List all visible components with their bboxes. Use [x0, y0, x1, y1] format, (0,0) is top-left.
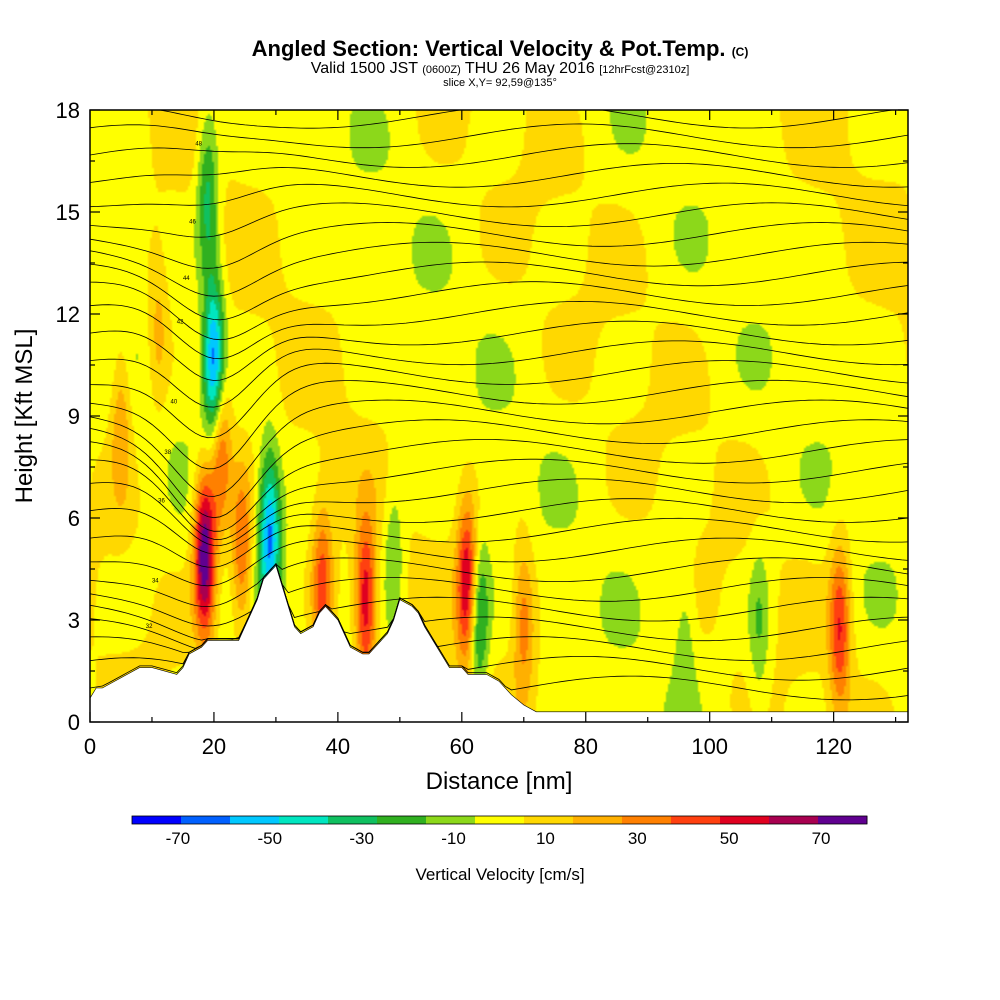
x-tick-label: 40 — [326, 734, 350, 759]
theta-contour — [90, 300, 908, 360]
colorbar-tick-label: -30 — [349, 829, 374, 848]
x-tick-label: 100 — [691, 734, 728, 759]
colorbar-swatch — [230, 816, 280, 824]
theta-contour — [90, 563, 908, 641]
vertical-velocity-field — [90, 110, 908, 722]
colorbar-swatch — [181, 816, 231, 824]
theta-contour-label: 46 — [189, 220, 196, 226]
y-axis-label: Height [Kft MSL] — [11, 329, 38, 504]
terrain-mask — [89, 565, 909, 723]
theta-contour — [90, 399, 908, 497]
colorbar-swatch — [573, 816, 623, 824]
colorbar-swatch — [818, 816, 868, 824]
x-axis: 0 20 40 60 80 100 120 — [84, 110, 897, 759]
theta-contour — [90, 498, 908, 555]
theta-contour — [90, 241, 908, 297]
theta-contour-label: 34 — [152, 579, 159, 585]
colorbar-swatch — [622, 816, 672, 824]
y-tick-label: 6 — [68, 506, 80, 531]
theta-contour — [90, 340, 908, 408]
y-tick-label: 15 — [56, 200, 80, 225]
theta-contour — [90, 143, 908, 168]
y-tick-label: 12 — [56, 302, 80, 327]
y-tick-label: 3 — [68, 608, 80, 633]
theta-contour — [90, 439, 908, 532]
colorbar-tick-label: -70 — [166, 829, 191, 848]
colorbar-tick-label: 30 — [628, 829, 647, 848]
chart-title: Angled Section: Vertical Velocity & Pot.… — [251, 36, 749, 61]
colorbar-tick-label: 50 — [720, 829, 739, 848]
theta-contour — [90, 537, 908, 587]
theta-contour-label: 42 — [177, 320, 184, 326]
x-tick-label: 0 — [84, 734, 96, 759]
theta-contour-label: 32 — [146, 624, 153, 630]
chart-subtitle-slice: slice X,Y= 92,59@135° — [443, 77, 557, 89]
theta-contour — [90, 458, 908, 541]
colorbar-swatch — [671, 816, 721, 824]
colorbar-swatch — [132, 816, 182, 824]
colorbar-title: Vertical Velocity [cm/s] — [415, 865, 584, 884]
theta-contour — [90, 379, 908, 470]
colorbar-swatch — [328, 816, 378, 824]
chart-subtitle-valid: Valid 1500 JST (0600Z) THU 26 May 2016 [… — [310, 60, 690, 77]
potential-temperature-contours: 30323436384042444648 — [90, 110, 908, 701]
colorbar-tick-label: 10 — [536, 829, 555, 848]
x-tick-label: 60 — [450, 734, 474, 759]
theta-contour — [90, 557, 908, 608]
theta-contour — [90, 478, 908, 547]
theta-contour — [90, 320, 908, 381]
colorbar-swatch — [279, 816, 329, 824]
theta-contour-label: 48 — [195, 142, 202, 148]
theta-contour-label: 44 — [183, 276, 190, 282]
theta-contour — [90, 419, 908, 519]
x-axis-label: Distance [nm] — [426, 768, 573, 795]
colorbar-swatch — [524, 816, 574, 824]
theta-contour — [90, 281, 908, 341]
y-tick-label: 18 — [56, 98, 80, 123]
theta-contour-label: 38 — [164, 450, 171, 456]
colorbar-tick-label: -10 — [441, 829, 466, 848]
theta-contour — [157, 110, 896, 129]
colorbar-frame — [131, 815, 868, 825]
colorbar-swatch — [769, 816, 819, 824]
theta-contour — [90, 222, 908, 269]
theta-contour — [90, 182, 908, 208]
theta-contour — [90, 123, 908, 149]
colorbar-swatch — [377, 816, 427, 824]
theta-contour — [90, 563, 908, 627]
colorbar-tick-label: -50 — [258, 829, 283, 848]
colorbar-swatch — [720, 816, 770, 824]
y-tick-label: 0 — [68, 710, 80, 735]
theta-contour — [90, 517, 908, 568]
y-tick-label: 9 — [68, 404, 80, 429]
theta-contour — [90, 360, 908, 439]
theta-contour — [90, 261, 908, 321]
colorbar: -70 -50 -30 -10 10 30 50 70 — [131, 815, 868, 848]
theta-contour — [90, 163, 908, 188]
colorbar-tick-label: 70 — [812, 829, 831, 848]
theta-contour — [90, 202, 908, 238]
theta-contour-label: 36 — [158, 498, 165, 504]
x-tick-label: 80 — [574, 734, 598, 759]
x-tick-label: 20 — [202, 734, 226, 759]
theta-contour-label: 40 — [171, 399, 178, 405]
x-tick-label: 120 — [815, 734, 852, 759]
colorbar-swatch — [426, 816, 476, 824]
colorbar-swatch — [475, 816, 525, 824]
